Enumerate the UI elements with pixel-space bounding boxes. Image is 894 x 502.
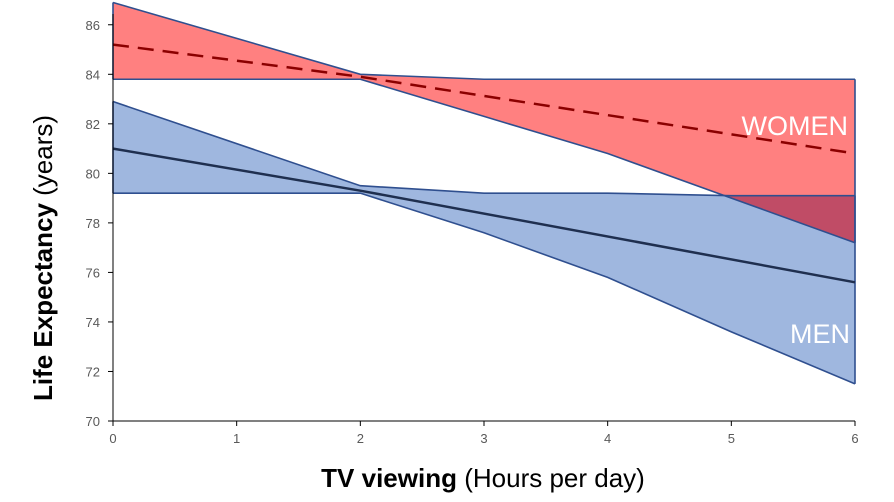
y-tick-label: 74: [86, 315, 100, 330]
band-women: [113, 2, 855, 243]
y-tick-label: 86: [86, 18, 100, 33]
band-women-lower-edge: [113, 78, 856, 244]
band-men: [113, 101, 855, 384]
x-tick-label: 5: [728, 431, 735, 446]
y-tick-label: 76: [86, 265, 100, 280]
central-line-women: [112, 43, 856, 155]
labels: WOMEN MEN TV viewing (Hours per day) Lif…: [28, 111, 850, 493]
x-tick-label: 0: [109, 431, 116, 446]
axes: 0 1 2 3 4 5 6 70 72 74 76 78 80 82 84 86: [86, 14, 859, 446]
x-tick-label: 2: [357, 431, 364, 446]
band-label-women: WOMEN: [742, 111, 848, 141]
y-tick-label: 70: [86, 414, 100, 429]
x-axis-title-bold: TV viewing: [321, 463, 457, 493]
central-line-men: [112, 147, 856, 284]
y-axis-title-bold: Life Expectancy: [28, 203, 58, 402]
x-tick-label: 1: [233, 431, 240, 446]
x-tick-label: 3: [480, 431, 487, 446]
plot-area: [112, 1, 856, 385]
y-tick-label: 84: [86, 67, 100, 82]
y-axis-title: Life Expectancy (years): [28, 115, 58, 401]
y-tick-label: 78: [86, 216, 100, 231]
y-tick-label: 80: [86, 166, 100, 181]
y-tick-label: 82: [86, 117, 100, 132]
band-women-upper-edge: [112, 1, 855, 81]
y-axis-title-unit: (years): [28, 115, 58, 203]
y-tick-label: 72: [86, 364, 100, 379]
band-men-lower-edge: [113, 192, 856, 385]
band-men-upper-edge: [112, 100, 855, 197]
x-axis-title-unit: (Hours per day): [457, 463, 645, 493]
x-tick-label: 6: [851, 431, 858, 446]
x-tick-label: 4: [604, 431, 611, 446]
x-axis-title: TV viewing (Hours per day): [321, 463, 645, 493]
band-label-men: MEN: [790, 319, 850, 349]
